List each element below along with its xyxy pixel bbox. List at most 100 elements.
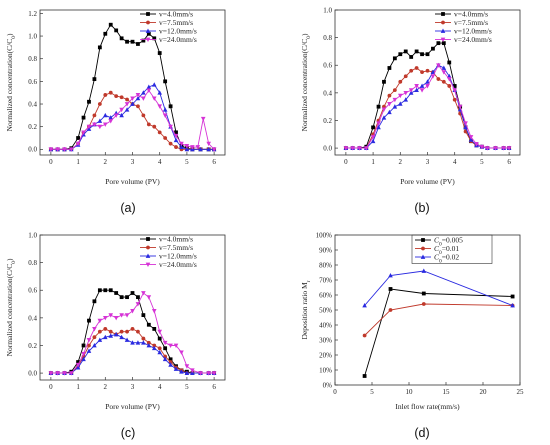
y-axis-label-text: Deposition ratio M <box>300 282 309 339</box>
data-point <box>103 327 108 331</box>
x-tick-label: 3 <box>131 383 135 391</box>
x-tick-label: 5 <box>185 383 189 391</box>
data-point <box>62 147 67 152</box>
data-point <box>103 93 108 97</box>
legend-label: v=4.0mm/s <box>454 10 488 19</box>
legend-label: v=24.0mm/s <box>159 35 197 44</box>
y-tick-label: 0.0 <box>28 146 37 154</box>
data-point <box>97 124 103 130</box>
y-tick-label: 0.2 <box>323 117 332 125</box>
data-point <box>75 362 81 368</box>
panel-label: (d) <box>414 426 429 440</box>
x-tick-label: 15 <box>443 388 451 396</box>
y-tick-label: 10% <box>319 366 332 374</box>
legend-label: C0=0.01 <box>434 244 459 256</box>
data-point <box>190 145 195 150</box>
data-point <box>362 374 367 378</box>
data-point <box>398 52 403 57</box>
data-point <box>409 55 414 59</box>
y-tick-label: 0.6 <box>323 62 332 70</box>
y-tick-label: 0.2 <box>28 342 37 350</box>
data-point <box>376 124 381 130</box>
y-tick-label: 0.0 <box>323 144 332 152</box>
data-point <box>388 273 393 278</box>
data-point <box>92 327 97 332</box>
data-point <box>163 346 168 351</box>
legend-label-text: C <box>434 236 440 245</box>
data-point <box>92 113 97 118</box>
data-point <box>198 146 203 152</box>
data-point <box>87 318 91 323</box>
data-point <box>506 146 512 151</box>
data-point <box>113 331 119 337</box>
chart-panel-c: 0 1 2 3 4 5 6 0.0 0.2 0.4 0.6 0.8 1.0 Pore volume (PV… <box>5 231 226 440</box>
y-tick-label: 50% <box>319 306 332 314</box>
x-tick-label: 6 <box>507 158 511 166</box>
legend-label: v=7.5mm/s <box>159 243 193 252</box>
data-point <box>97 45 102 50</box>
data-point <box>136 104 140 109</box>
data-point <box>48 371 54 376</box>
y-axis-label-subscript: 0 <box>11 36 17 39</box>
data-point <box>97 118 103 123</box>
legend-marker <box>145 37 151 42</box>
legend-marker <box>146 245 150 250</box>
legend-label-subscript: 0 <box>439 250 442 256</box>
data-point <box>108 333 114 338</box>
data-point <box>130 309 135 314</box>
data-point <box>102 112 108 118</box>
data-point <box>157 349 163 355</box>
data-point <box>151 345 157 351</box>
data-point <box>403 90 409 96</box>
x-tick-label: 6 <box>212 158 216 166</box>
data-point <box>173 366 179 371</box>
x-tick-label: 1 <box>371 158 375 166</box>
legend-marker <box>421 246 425 251</box>
data-point <box>146 88 152 93</box>
data-point <box>441 65 447 70</box>
data-point <box>179 350 184 355</box>
data-point <box>97 329 102 334</box>
data-point <box>362 303 367 308</box>
data-point <box>157 329 163 335</box>
legend-marker <box>145 262 151 267</box>
data-point <box>392 97 398 103</box>
data-point <box>157 90 163 95</box>
data-point <box>343 146 349 151</box>
data-point <box>388 287 393 291</box>
data-point <box>108 22 113 27</box>
y-tick-label: 20% <box>319 351 332 359</box>
data-point <box>108 119 114 124</box>
data-point <box>376 104 381 109</box>
data-point <box>363 146 369 151</box>
data-point <box>510 294 515 299</box>
data-point <box>87 99 91 104</box>
data-point <box>86 338 92 343</box>
y-tick-label: 0.8 <box>28 55 37 63</box>
data-point <box>447 60 452 65</box>
data-point <box>157 51 162 55</box>
data-point <box>420 70 424 75</box>
y-tick-label: 0.4 <box>28 100 37 108</box>
series-line <box>50 333 215 374</box>
data-point <box>125 295 129 300</box>
data-point <box>124 107 130 112</box>
data-point <box>108 329 113 334</box>
y-axis-label-text: Normalized concentration(C/C <box>300 39 309 132</box>
data-point <box>370 135 376 140</box>
x-tick-label: 5 <box>480 158 484 166</box>
x-tick-label: 10 <box>406 388 414 396</box>
data-point <box>173 133 179 139</box>
legend-marker <box>420 254 426 259</box>
data-point <box>102 122 108 127</box>
data-point <box>97 102 102 106</box>
data-point <box>125 329 129 334</box>
data-point <box>152 327 157 331</box>
y-tick-label: 30% <box>319 336 332 344</box>
x-tick-label: 5 <box>185 158 189 166</box>
data-point <box>387 93 392 98</box>
x-tick-label: 0 <box>333 388 337 396</box>
data-point <box>474 142 479 147</box>
data-point <box>62 371 67 376</box>
data-point <box>141 96 146 101</box>
